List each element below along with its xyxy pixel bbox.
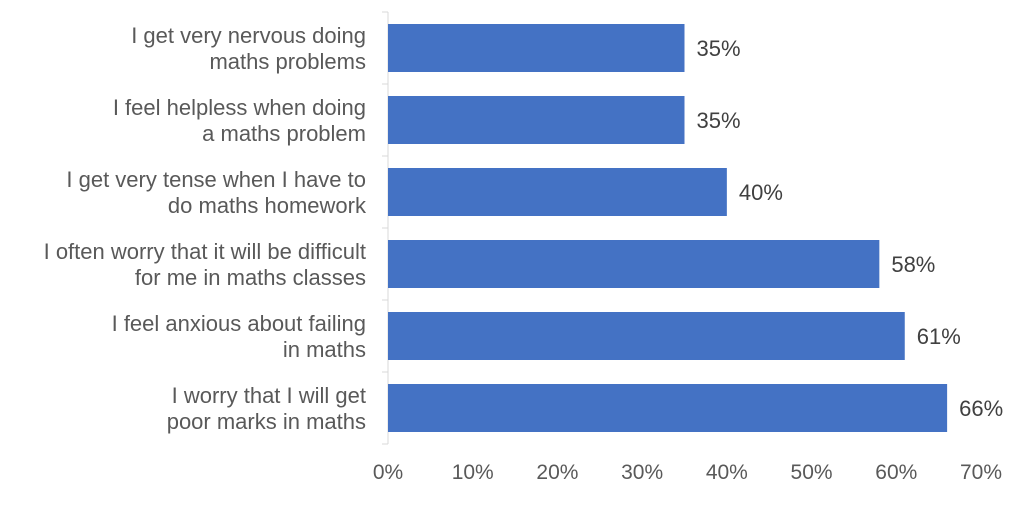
category-label-line: for me in maths classes bbox=[135, 265, 366, 290]
category-label-4: I often worry that it will be difficult f… bbox=[44, 239, 366, 290]
data-label-3: 40% bbox=[739, 180, 783, 205]
x-tick-label-40: 40% bbox=[706, 461, 748, 484]
category-label-line: I get very tense when I have to bbox=[66, 167, 366, 192]
category-label-3: I get very tense when I have to do maths … bbox=[66, 167, 367, 218]
category-label-line: maths problems bbox=[209, 49, 366, 74]
category-label-2: I feel helpless when doing a maths proble… bbox=[113, 95, 366, 146]
x-tick-label-50: 50% bbox=[791, 461, 833, 484]
data-label-4: 58% bbox=[891, 252, 935, 277]
category-label-line: in maths bbox=[283, 337, 366, 362]
x-tick-label-0: 0% bbox=[373, 461, 403, 484]
category-label-line: I feel helpless when doing bbox=[113, 95, 366, 120]
bar-4 bbox=[388, 240, 880, 288]
category-label-line: poor marks in maths bbox=[167, 409, 366, 434]
data-label-6: 66% bbox=[959, 396, 1003, 421]
category-label-line: a maths problem bbox=[202, 121, 366, 146]
category-label-line: do maths homework bbox=[168, 193, 367, 218]
category-label-line: I feel anxious about failing bbox=[112, 311, 366, 336]
bar-6 bbox=[388, 384, 948, 432]
bar-3 bbox=[388, 168, 727, 216]
category-label-line: I often worry that it will be difficult bbox=[44, 239, 366, 264]
x-tick-label-10: 10% bbox=[452, 461, 494, 484]
category-label-5: I feel anxious about failing in maths bbox=[112, 311, 366, 362]
category-label-1: I get very nervous doing maths problems bbox=[131, 23, 366, 74]
data-label-1: 35% bbox=[697, 36, 741, 61]
bar-2 bbox=[388, 96, 685, 144]
x-tick-label-30: 30% bbox=[621, 461, 663, 484]
x-tick-label-70: 70% bbox=[960, 461, 1002, 484]
category-label-6: I worry that I will get poor marks in mat… bbox=[167, 383, 366, 434]
x-tick-label-20: 20% bbox=[536, 461, 578, 484]
data-label-2: 35% bbox=[697, 108, 741, 133]
x-tick-label-60: 60% bbox=[875, 461, 917, 484]
bar-1 bbox=[388, 24, 685, 72]
data-label-5: 61% bbox=[917, 324, 961, 349]
category-label-line: I get very nervous doing bbox=[131, 23, 366, 48]
bar-5 bbox=[388, 312, 905, 360]
category-label-line: I worry that I will get bbox=[172, 383, 366, 408]
